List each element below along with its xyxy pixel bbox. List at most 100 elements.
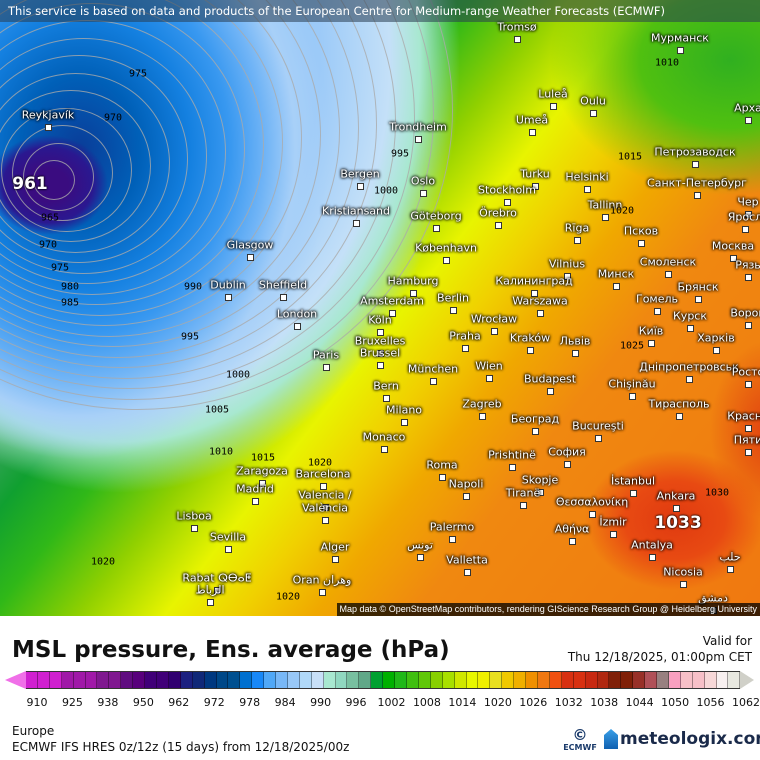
city-label: Hamburg (387, 274, 439, 288)
colorbar-tick-label: 1032 (554, 696, 583, 709)
colorbar-segment (37, 672, 50, 688)
city-label: Zaragoza (236, 464, 288, 478)
isobar-label: 970 (38, 239, 58, 251)
isobar-label: 1010 (208, 446, 234, 458)
brand-text: meteologix.com (620, 729, 760, 749)
city-label: Tromsø (497, 20, 537, 34)
city-label: Antalya (631, 538, 673, 552)
city-label: الرباط (195, 583, 225, 597)
city-label: Stockholm (478, 183, 536, 197)
city-marker (648, 340, 655, 347)
city-marker (389, 310, 396, 317)
city-marker (584, 186, 591, 193)
isobar-label: 1020 (307, 457, 333, 469)
city-marker (595, 435, 602, 442)
colorbar-segment (704, 672, 717, 688)
colorbar-segment (668, 672, 681, 688)
city-label: İstanbul (610, 474, 656, 488)
map-attribution: Map data © OpenStreetMap contributors, r… (336, 603, 760, 616)
city-marker (745, 274, 752, 281)
colorbar-segment (514, 672, 527, 688)
city-marker (742, 226, 749, 233)
colorbar-segment (657, 672, 669, 688)
city-label: Санкт-Петербург (647, 176, 747, 190)
colorbar-low-arrow (5, 671, 26, 689)
city-marker (377, 350, 384, 357)
city-marker (564, 273, 571, 280)
city-marker (401, 419, 408, 426)
colorbar-segment (26, 672, 38, 688)
isobar-label: 1025 (619, 340, 645, 352)
city-label: Дніпропетровськ (639, 360, 739, 374)
city-label: Brussel (359, 346, 401, 360)
city-marker (191, 525, 198, 532)
city-label: Barcelona (295, 467, 351, 481)
ecmwf-logo: © ECMWF (562, 727, 598, 752)
city-marker (252, 498, 259, 505)
city-label: Köln (368, 313, 392, 327)
isobar-label: 1020 (90, 556, 116, 568)
city-label: Nicosia (663, 565, 703, 579)
city-marker (665, 271, 672, 278)
city-marker (439, 474, 446, 481)
city-label: Kristiansand (321, 204, 391, 218)
city-marker (638, 240, 645, 247)
city-marker (332, 556, 339, 563)
colorbar-segment (597, 672, 610, 688)
city-marker (687, 325, 694, 332)
city-label: Росто (731, 365, 760, 379)
valid-time: Thu 12/18/2025, 01:00pm CET (567, 650, 752, 664)
city-marker (443, 257, 450, 264)
city-label: Berlin (437, 291, 469, 305)
city-marker (433, 225, 440, 232)
colorbar-segment (347, 672, 360, 688)
city-marker (449, 536, 456, 543)
colorbar-segment (156, 672, 169, 688)
colorbar-segment (728, 672, 741, 688)
city-label: Zagreb (462, 397, 502, 411)
colorbar-segment (228, 672, 241, 688)
colorbar-segment (383, 672, 396, 688)
isobar-label: 975 (50, 262, 70, 274)
colorbar-segment (287, 672, 300, 688)
city-label: Sevilla (209, 530, 247, 544)
city-marker (745, 381, 752, 388)
city-label: Ankara (656, 489, 696, 503)
colorbar-segment (61, 672, 74, 688)
city-marker (677, 47, 684, 54)
city-label: Lisboa (176, 509, 212, 523)
isobar-label: 970 (103, 112, 123, 124)
colorbar-tick-label: 1044 (625, 696, 654, 709)
city-label: Київ (638, 324, 664, 338)
city-label: Alger (320, 540, 350, 554)
city-label: Dublin (210, 278, 246, 292)
pressure-map[interactable]: Tromsø Мурманск Reykjavík Luleå Oulu Арха Umeå… (0, 0, 760, 616)
city-label: València (301, 501, 349, 515)
colorbar-tick-label: 938 (97, 696, 119, 709)
region-label: Europe (12, 724, 55, 738)
meteologix-icon (604, 729, 618, 749)
colorbar-segment (716, 672, 729, 688)
map-shading (500, 0, 760, 260)
city-label: Bern (373, 379, 399, 393)
colorbar-segment (323, 672, 336, 688)
city-label: Яросл (727, 210, 760, 224)
city-marker (745, 449, 752, 456)
city-marker (486, 375, 493, 382)
city-marker (509, 464, 516, 471)
city-label: Napoli (448, 477, 484, 491)
colorbar-segment (490, 672, 503, 688)
city-label: Мурманск (651, 31, 709, 45)
city-marker (463, 493, 470, 500)
colorbar-segment (549, 672, 562, 688)
meteologix-logo[interactable]: meteologix.com (604, 729, 760, 749)
city-marker (654, 308, 661, 315)
colorbar-segment (204, 672, 217, 688)
ecmwf-notice: This service is based on data and produc… (0, 0, 760, 22)
city-label: Минск (597, 267, 635, 281)
colorbar (26, 671, 741, 689)
city-marker (514, 36, 521, 43)
city-label: Bruxelles (354, 334, 406, 348)
city-marker (529, 129, 536, 136)
city-marker (590, 110, 597, 117)
